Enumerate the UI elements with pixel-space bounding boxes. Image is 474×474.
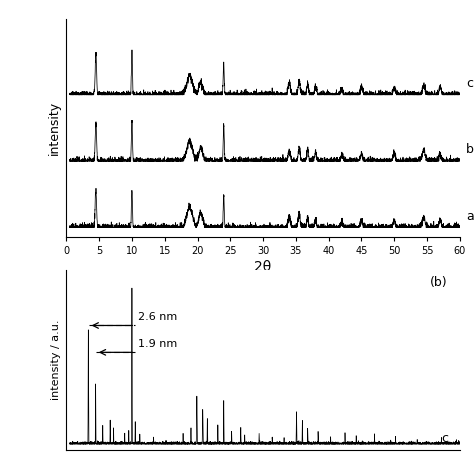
Y-axis label: intensity / a.u.: intensity / a.u. (51, 320, 61, 401)
Text: c: c (466, 77, 474, 90)
Text: 2.6 nm: 2.6 nm (138, 312, 178, 322)
Text: 1.9 nm: 1.9 nm (138, 339, 178, 349)
Text: c: c (441, 432, 448, 445)
Y-axis label: intensity: intensity (48, 101, 61, 155)
Text: b: b (466, 143, 474, 156)
Text: a: a (466, 210, 474, 223)
Text: (b): (b) (430, 275, 448, 289)
X-axis label: 2θ: 2θ (255, 260, 272, 274)
